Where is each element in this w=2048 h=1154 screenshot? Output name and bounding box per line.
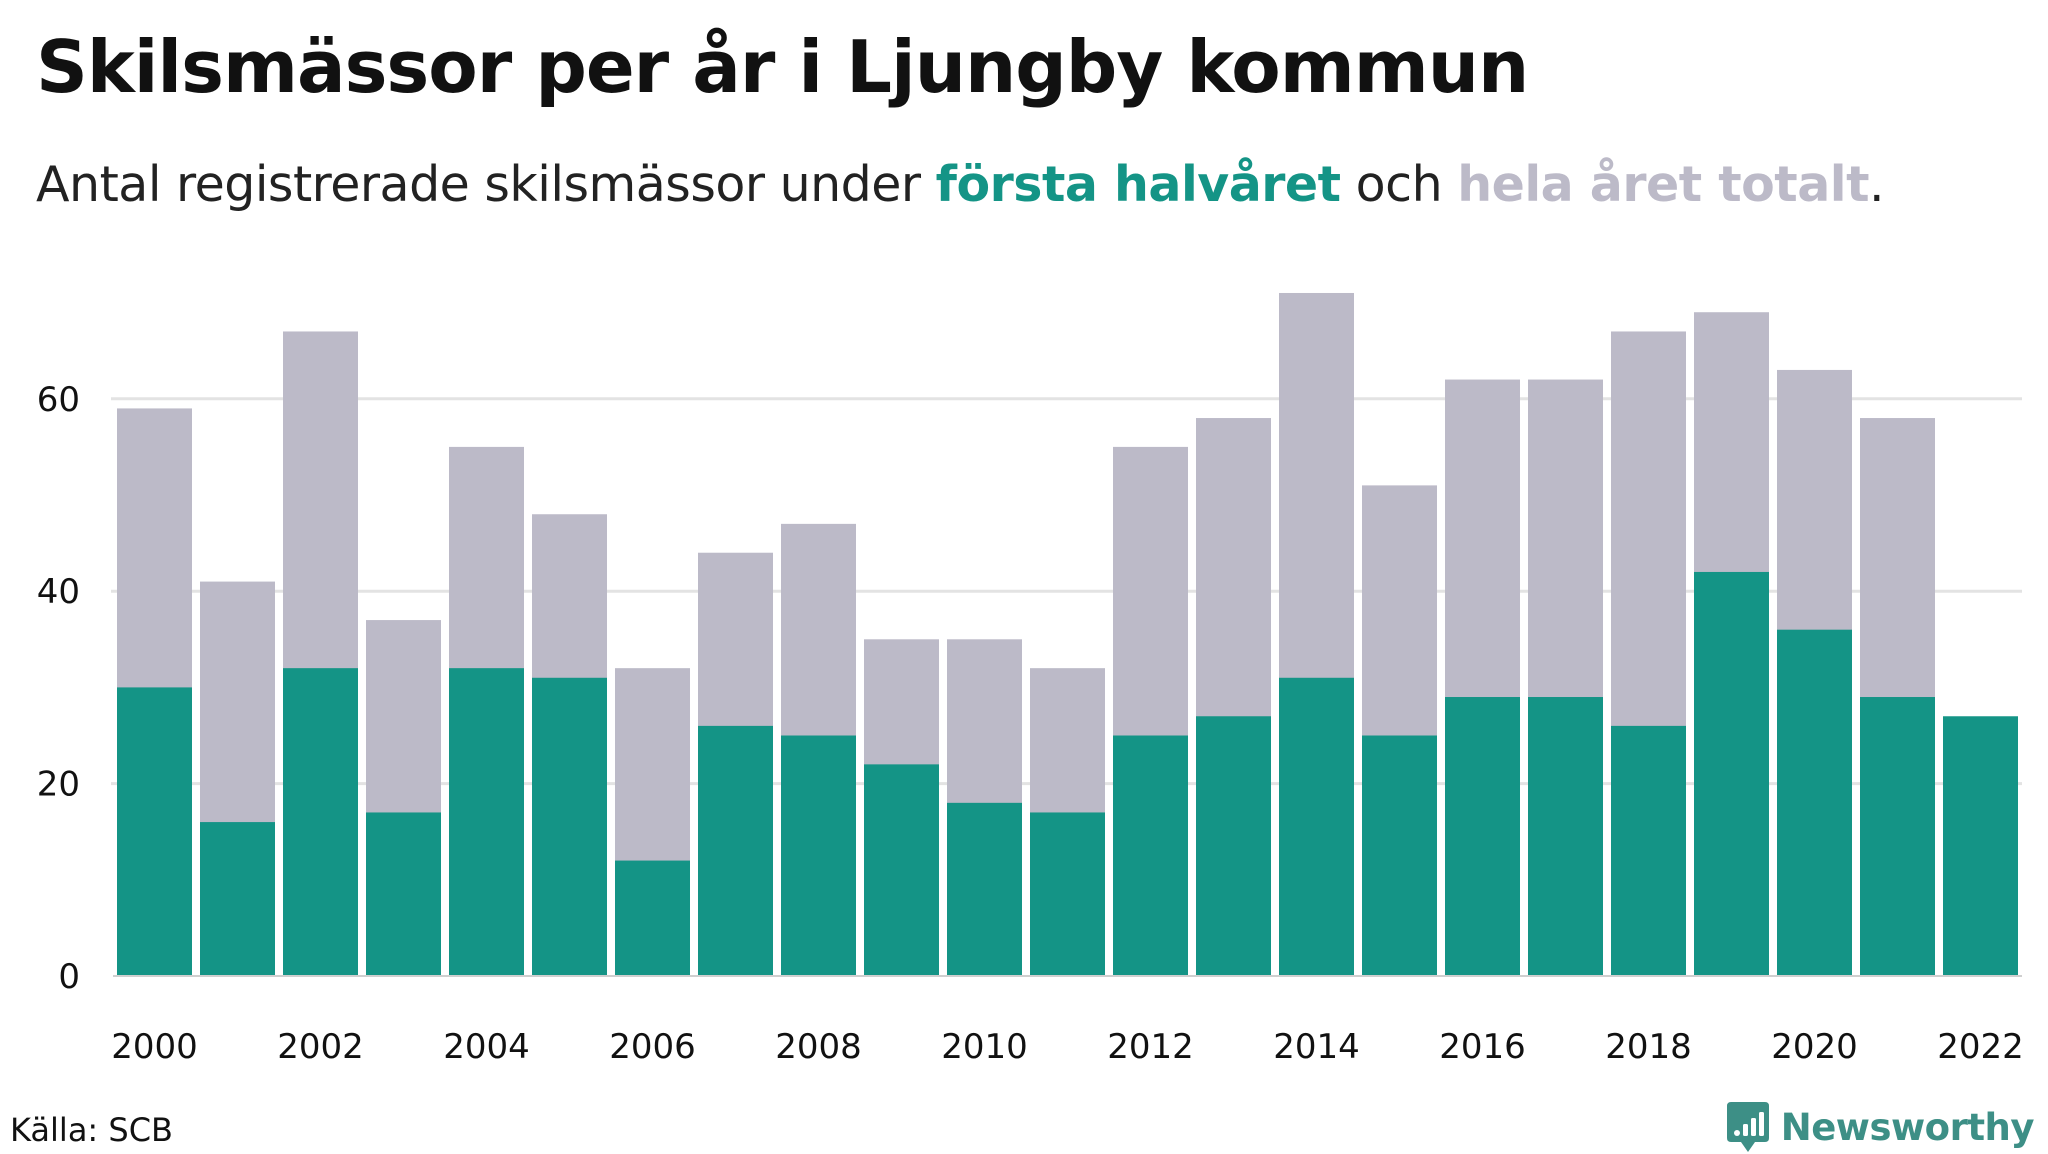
bar-first-half-2007	[698, 725, 773, 976]
bar-first-half-2017	[1528, 697, 1603, 976]
bar-first-half-2012	[1113, 735, 1188, 976]
bar-first-half-2019	[1694, 571, 1769, 976]
source-note: Källa: SCB	[10, 1111, 173, 1149]
x-tick-label-2010: 2010	[941, 1027, 1028, 1067]
y-tick-label-0: 0	[58, 957, 80, 997]
bar-first-half-2016	[1445, 697, 1520, 976]
x-tick-label-2018: 2018	[1605, 1027, 1692, 1067]
first-half-bars	[117, 571, 2018, 976]
x-tick-label-2022: 2022	[1937, 1027, 2024, 1067]
chart-subtitle: Antal registrerade skilsmässor under för…	[36, 150, 1885, 220]
x-tick-label-2014: 2014	[1273, 1027, 1360, 1067]
x-tick-label-2000: 2000	[111, 1027, 198, 1067]
bar-first-half-2010	[947, 802, 1022, 976]
bar-first-half-2011	[1030, 812, 1105, 976]
x-tick-label-2012: 2012	[1107, 1027, 1194, 1067]
y-tick-label-40: 40	[37, 572, 80, 612]
bar-first-half-2001	[200, 822, 275, 976]
y-tick-label-60: 60	[37, 380, 80, 420]
x-tick-label-2008: 2008	[775, 1027, 862, 1067]
bar-first-half-2020	[1777, 629, 1852, 976]
bar-first-half-2021	[1860, 697, 1935, 976]
bar-first-half-2022	[1943, 716, 2018, 976]
bar-first-half-2013	[1196, 716, 1271, 976]
y-tick-label-20: 20	[37, 765, 80, 805]
subtitle-full-year-label: hela året totalt	[1457, 156, 1870, 213]
subtitle-middle: och	[1340, 156, 1458, 213]
subtitle-first-half-label: första halvåret	[935, 156, 1341, 213]
bar-first-half-2003	[366, 812, 441, 976]
bar-first-half-2008	[781, 735, 856, 976]
bar-first-half-2000	[117, 687, 192, 976]
x-tick-label-2004: 2004	[443, 1027, 530, 1067]
brand-name: Newsworthy	[1780, 1105, 2035, 1149]
x-axis: 2000 2002 2004 2006 2008 2010 2012 2014 2016 2018…	[111, 975, 2024, 1067]
brand-logo: Newsworthy	[1725, 1100, 2035, 1154]
x-tick-label-2020: 2020	[1771, 1027, 1858, 1067]
bar-first-half-2004	[449, 668, 524, 976]
bar-first-half-2018	[1611, 725, 1686, 976]
bar-first-half-2002	[283, 668, 358, 976]
bar-first-half-2005	[532, 677, 607, 976]
bar-first-half-2006	[615, 860, 690, 976]
bar-first-half-2009	[864, 764, 939, 976]
x-tick-label-2002: 2002	[277, 1027, 364, 1067]
subtitle-suffix: .	[1869, 156, 1885, 213]
x-tick-label-2006: 2006	[609, 1027, 696, 1067]
x-tick-label-2016: 2016	[1439, 1027, 1526, 1067]
newsworthy-logo-icon	[1726, 1102, 1769, 1152]
subtitle-prefix: Antal registrerade skilsmässor under	[36, 156, 936, 213]
bar-first-half-2014	[1279, 677, 1354, 976]
y-axis: 0 20 40 60	[37, 380, 80, 997]
bar-first-half-2015	[1362, 735, 1437, 976]
chart-title: Skilsmässor per år i Ljungby kommun	[36, 25, 1529, 109]
